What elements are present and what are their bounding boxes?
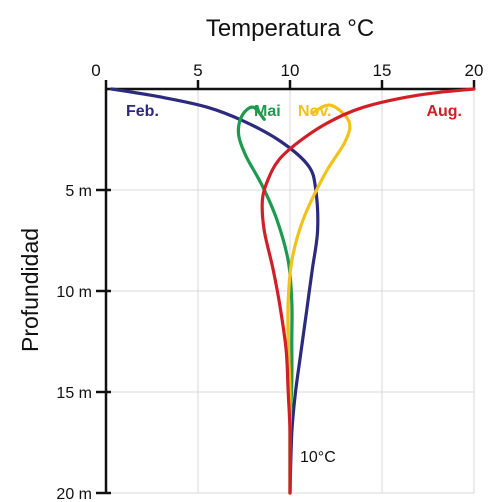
x-tick-label: 0: [91, 61, 100, 80]
series-labels: Feb. Mai Nov. Aug.: [126, 103, 462, 120]
x-tick-label: 10: [281, 61, 300, 80]
y-tick-label: 20 m: [56, 486, 92, 502]
annotation-10c: 10°C: [300, 449, 336, 466]
series-label-feb: Feb.: [126, 103, 159, 120]
y-tick-label: 10 m: [56, 284, 92, 301]
series-label-aug: Aug.: [426, 103, 462, 120]
x-tick-label: 15: [373, 61, 392, 80]
y-axis-label: Profundidad: [17, 228, 43, 352]
y-tick-label: 5 m: [65, 183, 92, 200]
series-label-nov: Nov.: [298, 103, 331, 120]
chart-title: Temperatura °C: [206, 15, 374, 42]
series-label-mai: Mai: [254, 103, 281, 120]
x-tick-label: 20: [465, 61, 484, 80]
series-lines: [109, 87, 476, 495]
series-line-aug: [260, 87, 476, 495]
series-line-mai: [236, 105, 294, 495]
axes: 0 5 10 15 20 5 m 10 m 15 m 20 m: [56, 61, 483, 502]
y-tick-label: 15 m: [56, 385, 92, 402]
x-tick-label: 5: [193, 61, 202, 80]
series-line-feb: [109, 87, 320, 495]
series-line-nov: [286, 103, 352, 495]
